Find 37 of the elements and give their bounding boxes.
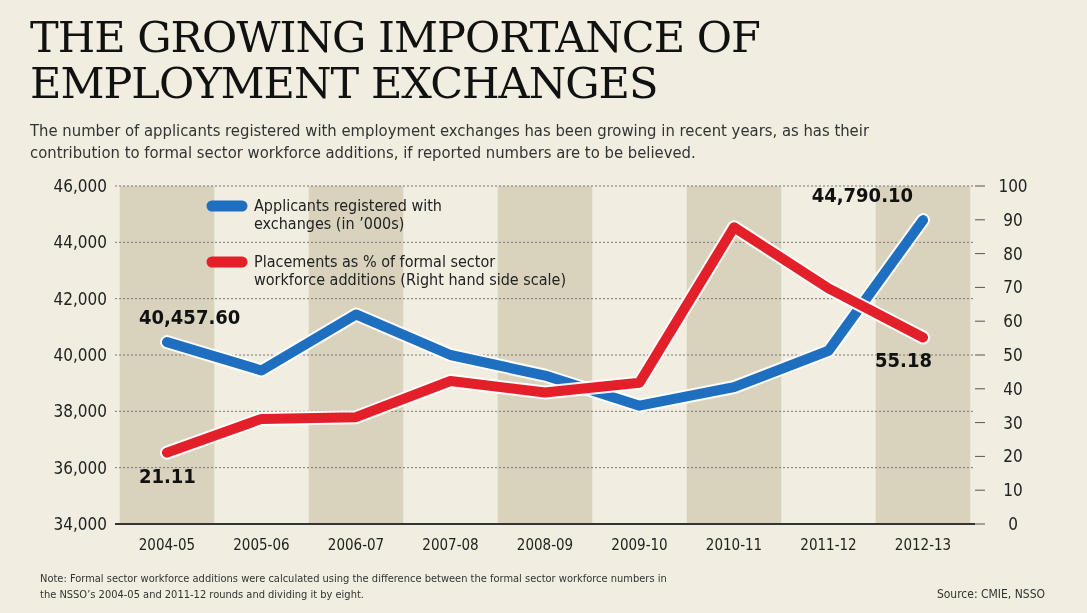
legend-label: Applicants registered with exchanges (in ’000s) (254, 196, 442, 233)
y2-tick-label: 0 (1008, 513, 1018, 534)
x-tick-label: 2004-05 (138, 536, 196, 554)
x-tick-label: 2011-12 (800, 536, 857, 554)
x-tick-label: 2009-10 (611, 536, 668, 554)
x-tick-label: 2010-11 (705, 536, 763, 554)
x-tick-label: 2005-06 (233, 536, 290, 554)
legend-label: Placements as % of formal sector workforce additions (Right hand side scale) (254, 252, 566, 289)
data-label: 40,457.60 (138, 305, 241, 330)
x-tick-label: 2007-08 (422, 536, 479, 554)
y-tick-label: 34,000 (53, 513, 107, 534)
y2-tick-label: 10 (1003, 480, 1023, 501)
y2-tick-label: 20 (1003, 446, 1023, 467)
y-tick-label: 40,000 (53, 344, 107, 365)
chart-title: THE GROWING IMPORTANCE OF EMPLOYMENT EXCHANGES (30, 12, 761, 108)
x-tick-label: 2012-13 (894, 536, 952, 554)
y-tick-label: 42,000 (53, 288, 107, 309)
y2-tick-label: 100 (998, 175, 1028, 196)
y2-tick-label: 30 (1003, 412, 1023, 433)
text: Note: Formal sector workforce additions were calculated using the difference between the formal sector workforce numbers in the NSSO’s 2004-05 and 2011-12 rounds and dividing it by eight. (40, 572, 667, 601)
x-tick-label: 2006-07 (327, 536, 385, 554)
data-label: 44,790.10 (811, 183, 914, 208)
y-tick-label: 38,000 (53, 401, 107, 422)
y2-tick-label: 90 (1003, 209, 1023, 230)
y-tick-label: 36,000 (53, 457, 107, 478)
y-tick-label: 46,000 (53, 175, 107, 196)
y2-tick-label: 40 (1003, 378, 1023, 399)
y2-tick-label: 60 (1003, 311, 1023, 332)
chart-subtitle: The number of applicants registered with employment exchanges has been growing in recent years, as has their contribution to formal sector workforce additions, if reported numbers are to be believed. (29, 121, 870, 162)
y2-tick-label: 80 (1003, 243, 1023, 264)
y2-tick-label: 70 (1003, 277, 1023, 298)
data-label: 21.11 (138, 463, 196, 488)
data-label: 55.18 (875, 348, 932, 373)
y2-tick-label: 50 (1003, 344, 1023, 365)
y-tick-label: 44,000 (53, 232, 107, 253)
source-note: Source: CMIE, NSSO (936, 587, 1045, 601)
x-tick-label: 2008-09 (516, 536, 574, 554)
